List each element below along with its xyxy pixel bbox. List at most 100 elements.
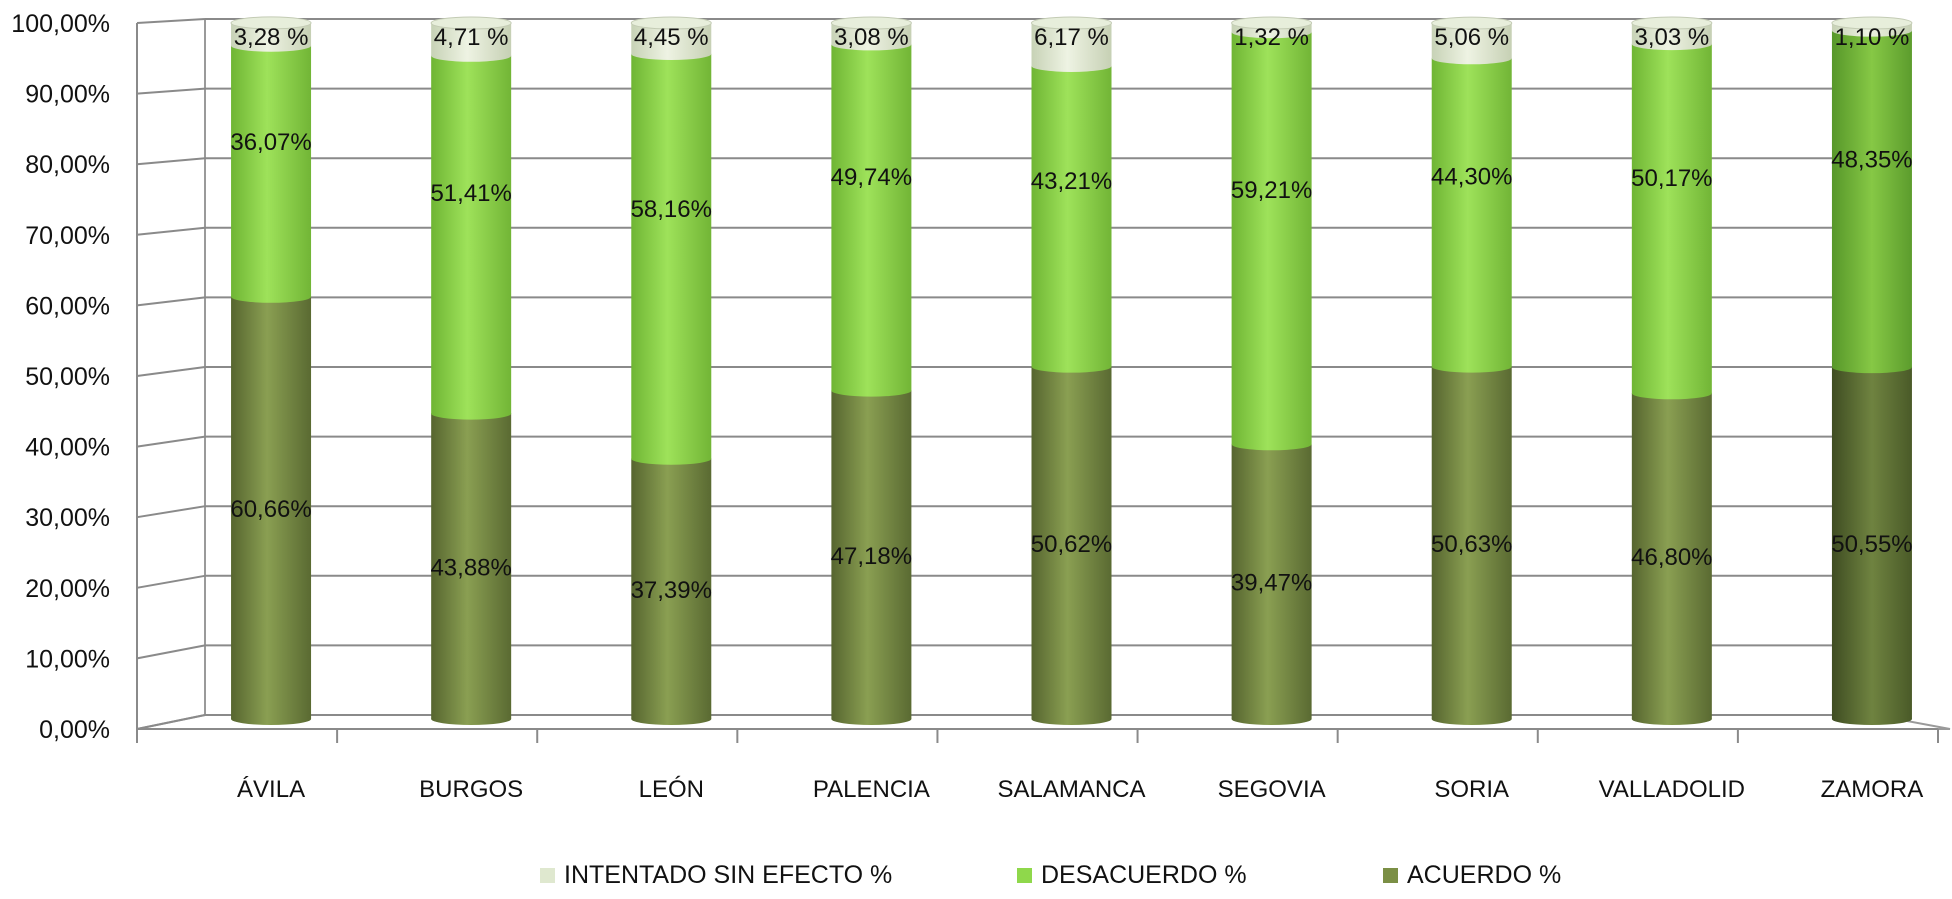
- grid-side-line: [136, 296, 206, 307]
- y-tick-label: 90,00%: [25, 81, 110, 109]
- bar-segment-desacuerdo-leon: [631, 53, 712, 459]
- bar-segment-bottom: [631, 47, 712, 60]
- bar-cap-avila: [230, 16, 312, 30]
- bar-segment-acuerdo-leon: [631, 458, 712, 719]
- bar-segment-bottom: [1631, 38, 1712, 51]
- grid-side-line: [136, 226, 206, 236]
- data-label-acuerdo-valladolid: 46,80%: [1631, 544, 1712, 571]
- y-tick-label: 40,00%: [25, 434, 110, 462]
- chart-legend: INTENTADO SIN EFECTO % DESACUERDO % ACUE…: [0, 858, 1952, 898]
- bar-segment-bottom: [1031, 713, 1112, 725]
- data-label-acuerdo-zamora: 50,55%: [1831, 531, 1912, 558]
- legend-item-acuerdo: ACUERDO %: [1383, 858, 1561, 892]
- grid-side-line: [136, 714, 206, 730]
- bar-segment-acuerdo-zamora: [1831, 367, 1912, 719]
- grid-side-line: [136, 157, 206, 166]
- data-label-acuerdo-segovia: 39,47%: [1231, 570, 1312, 597]
- bar-segment-bottom: [431, 49, 512, 62]
- data-label-intentado-burgos: 4,71 %: [434, 24, 509, 51]
- bar-segment-bottom: [831, 38, 912, 51]
- bar-segment-bottom: [631, 713, 712, 725]
- data-label-intentado-avila: 3,28 %: [234, 24, 309, 51]
- grid-side-line: [136, 87, 206, 95]
- grid-side-line: [136, 18, 206, 24]
- bar-segment-acuerdo-segovia: [1231, 444, 1312, 719]
- bar-segment-bottom: [631, 452, 712, 465]
- bar-segment-acuerdo-burgos: [431, 413, 512, 719]
- bar-segment-desacuerdo-avila: [231, 45, 312, 297]
- y-tick-label: 70,00%: [25, 222, 110, 250]
- bar-segment-bottom: [1431, 360, 1512, 373]
- data-label-acuerdo-salamanca: 50,62%: [1031, 531, 1112, 558]
- x-tick-label-salamanca: SALAMANCA: [997, 776, 1145, 803]
- bar-segment-bottom: [1831, 361, 1912, 374]
- data-label-intentado-palencia: 3,08 %: [834, 24, 909, 51]
- bar-segment-acuerdo-palencia: [831, 390, 912, 719]
- bar-segment-bottom: [1831, 713, 1912, 725]
- bar-segment-bottom: [1631, 387, 1712, 400]
- bar-segment-desacuerdo-zamora: [1831, 30, 1912, 368]
- data-label-desacuerdo-salamanca: 43,21%: [1031, 168, 1112, 195]
- bar-cap-palencia: [830, 16, 912, 30]
- bar-segment-bottom: [1231, 438, 1312, 451]
- bar-cap-burgos: [430, 16, 512, 30]
- bar-segment-desacuerdo-palencia: [831, 44, 912, 391]
- bar-segment-bottom: [1431, 713, 1512, 725]
- data-label-acuerdo-soria: 50,63%: [1431, 531, 1512, 558]
- data-label-desacuerdo-segovia: 59,21%: [1231, 177, 1312, 204]
- bar-segment-bottom: [1631, 713, 1712, 725]
- legend-swatch-intentado: [540, 867, 555, 883]
- bar-cap-leon: [630, 16, 712, 30]
- bar-cap-zamora: [1831, 16, 1913, 30]
- data-label-desacuerdo-soria: 44,30%: [1431, 163, 1512, 190]
- data-label-intentado-segovia: 1,32 %: [1234, 24, 1309, 51]
- y-tick-label: 0,00%: [39, 716, 110, 744]
- grid-side-line: [136, 644, 206, 660]
- x-tick-label-segovia: SEGOVIA: [1218, 776, 1326, 803]
- bar-segment-bottom: [1031, 360, 1112, 373]
- x-tick-label-burgos: BURGOS: [419, 776, 523, 803]
- x-tick-label-palencia: PALENCIA: [813, 776, 930, 803]
- bar-cap-soria: [1431, 16, 1513, 30]
- data-label-acuerdo-avila: 60,66%: [230, 496, 311, 523]
- bar-segment-desacuerdo-valladolid: [1631, 44, 1712, 394]
- bar-segment-bottom: [1231, 26, 1312, 39]
- x-tick-label-leon: LEÓN: [639, 776, 704, 803]
- grid-side-line: [136, 505, 206, 519]
- bar-segment-desacuerdo-segovia: [1231, 32, 1312, 445]
- bar-segment-acuerdo-salamanca: [1031, 366, 1112, 719]
- y-tick-label: 10,00%: [25, 645, 110, 673]
- data-label-intentado-salamanca: 6,17 %: [1034, 24, 1109, 51]
- grid-side-line: [136, 574, 206, 589]
- legend-swatch-acuerdo: [1383, 867, 1398, 883]
- data-label-desacuerdo-palencia: 49,74%: [831, 164, 912, 191]
- data-label-intentado-leon: 4,45 %: [634, 24, 709, 51]
- data-label-intentado-soria: 5,06 %: [1434, 24, 1509, 51]
- grid-side-line: [136, 366, 206, 377]
- bar-segment-desacuerdo-soria: [1431, 58, 1512, 367]
- data-label-desacuerdo-valladolid: 50,17%: [1631, 165, 1712, 192]
- bar-segment-bottom: [1031, 59, 1112, 72]
- x-tick-label-valladolid: VALLADOLID: [1599, 776, 1745, 803]
- bar-cap-valladolid: [1631, 16, 1713, 30]
- x-tick-label-soria: SORIA: [1434, 776, 1509, 803]
- x-tick-label-zamora: ZAMORA: [1821, 776, 1924, 803]
- data-label-desacuerdo-avila: 36,07%: [230, 129, 311, 156]
- legend-item-intentado: INTENTADO SIN EFECTO %: [540, 858, 892, 892]
- legend-label-acuerdo: ACUERDO %: [1407, 860, 1562, 889]
- bar-segment-bottom: [1431, 52, 1512, 65]
- bar-segment-intentado-salamanca: [1031, 23, 1112, 66]
- data-label-acuerdo-leon: 37,39%: [631, 577, 712, 604]
- chart-plot: 0,00% 10,00% 20,00% 30,00% 40,00% 50,00% 60,00…: [11, 10, 1951, 803]
- bar-segment-bottom: [431, 407, 512, 420]
- bar-segment-bottom: [1231, 713, 1312, 725]
- grid-side-line: [136, 435, 206, 448]
- data-label-desacuerdo-leon: 58,16%: [631, 196, 712, 223]
- bar-segment-desacuerdo-salamanca: [1031, 65, 1112, 367]
- y-tick-label: 80,00%: [25, 151, 110, 179]
- bar-segment-acuerdo-valladolid: [1631, 393, 1712, 719]
- data-label-intentado-valladolid: 3,03 %: [1634, 24, 1709, 51]
- bar-cap-segovia: [1231, 16, 1313, 30]
- y-tick-label: 100,00%: [11, 10, 110, 38]
